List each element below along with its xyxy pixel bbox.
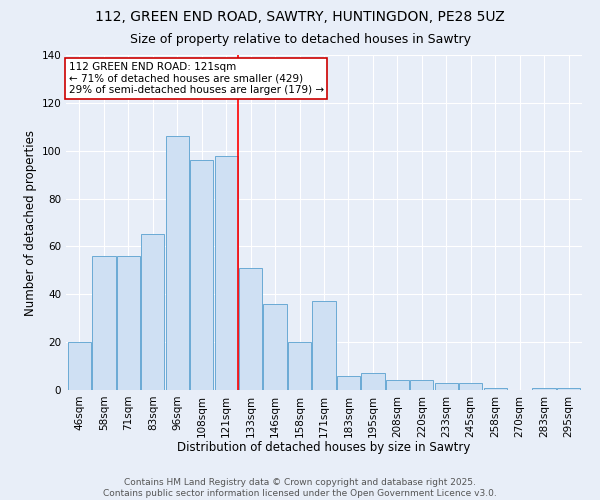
Text: Size of property relative to detached houses in Sawtry: Size of property relative to detached ho…: [130, 32, 470, 46]
Text: 112, GREEN END ROAD, SAWTRY, HUNTINGDON, PE28 5UZ: 112, GREEN END ROAD, SAWTRY, HUNTINGDON,…: [95, 10, 505, 24]
Bar: [410, 380, 433, 390]
Bar: [532, 388, 556, 390]
Bar: [288, 342, 311, 390]
Text: Contains HM Land Registry data © Crown copyright and database right 2025.
Contai: Contains HM Land Registry data © Crown c…: [103, 478, 497, 498]
Bar: [141, 234, 164, 390]
Bar: [117, 256, 140, 390]
X-axis label: Distribution of detached houses by size in Sawtry: Distribution of detached houses by size …: [178, 441, 470, 454]
Bar: [68, 342, 91, 390]
Bar: [263, 304, 287, 390]
Bar: [313, 302, 335, 390]
Bar: [361, 373, 385, 390]
Bar: [92, 256, 116, 390]
Bar: [190, 160, 214, 390]
Bar: [434, 383, 458, 390]
Bar: [166, 136, 189, 390]
Bar: [386, 380, 409, 390]
Bar: [459, 383, 482, 390]
Bar: [484, 388, 507, 390]
Y-axis label: Number of detached properties: Number of detached properties: [24, 130, 37, 316]
Bar: [215, 156, 238, 390]
Text: 112 GREEN END ROAD: 121sqm
← 71% of detached houses are smaller (429)
29% of sem: 112 GREEN END ROAD: 121sqm ← 71% of deta…: [68, 62, 324, 95]
Bar: [337, 376, 360, 390]
Bar: [557, 388, 580, 390]
Bar: [239, 268, 262, 390]
